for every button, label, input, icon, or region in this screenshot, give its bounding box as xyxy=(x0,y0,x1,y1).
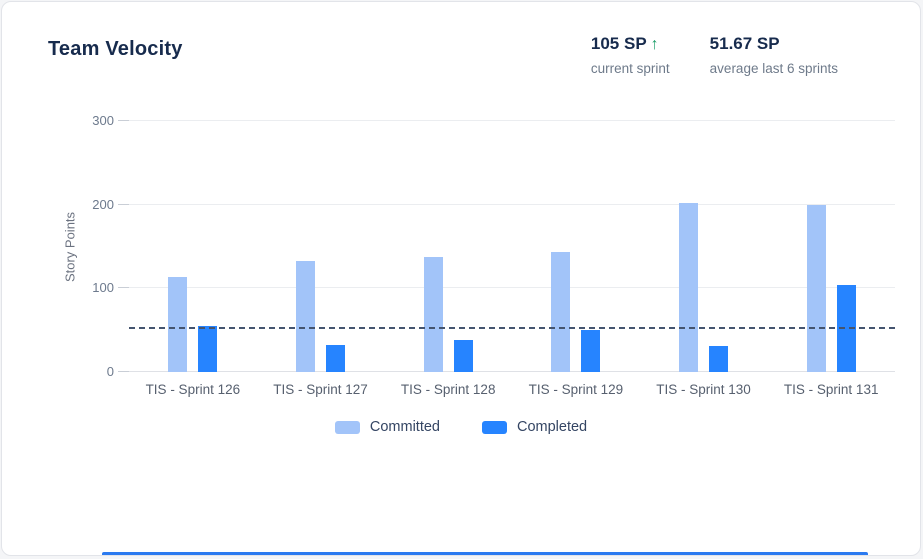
average-sprints-stat: 51.67 SP average last 6 sprints xyxy=(710,34,838,76)
legend-label: Committed xyxy=(369,419,440,435)
y-tick-mark xyxy=(118,203,129,205)
average-sp: 51.67 SP xyxy=(709,34,780,53)
x-axis-label: TIS - Sprint 130 xyxy=(656,382,751,397)
bar-completed[interactable] xyxy=(198,325,218,372)
legend-label: Completed xyxy=(516,419,588,435)
bar-completed[interactable] xyxy=(453,340,473,372)
bottom-element-edge xyxy=(102,552,868,555)
bar-committed[interactable] xyxy=(296,260,315,372)
bar-completed[interactable] xyxy=(709,346,729,372)
bar-group xyxy=(512,121,640,372)
legend-item-completed[interactable]: Completed xyxy=(481,419,588,435)
average-sprints-value: 51.67 SP xyxy=(710,34,838,54)
y-tick-label: 200 xyxy=(92,196,114,212)
y-tick-mark xyxy=(118,287,129,289)
bar-group xyxy=(640,121,768,372)
current-sprint-sp: 105 SP xyxy=(590,34,647,53)
x-axis-label: TIS - Sprint 129 xyxy=(528,382,624,397)
x-axis-label: TIS - Sprint 131 xyxy=(783,382,879,397)
average-sprints-label: average last 6 sprints xyxy=(709,61,838,76)
y-tick-label: 0 xyxy=(106,364,114,379)
trend-up-arrow-icon: ↑ xyxy=(650,36,659,53)
current-sprint-value: 105 SP ↑ xyxy=(591,34,670,54)
gridline xyxy=(129,203,895,205)
average-dashed-line xyxy=(129,326,895,329)
x-axis-label: TIS - Sprint 126 xyxy=(145,382,241,397)
legend-item-committed[interactable]: Committed xyxy=(334,419,440,435)
current-sprint-label: current sprint xyxy=(590,61,670,76)
bar-group xyxy=(257,121,385,372)
velocity-stats: 105 SP ↑ current sprint 51.67 SP average… xyxy=(591,34,838,76)
bar-committed[interactable] xyxy=(551,251,571,372)
legend-swatch xyxy=(334,420,360,434)
x-axis-label: TIS - Sprint 127 xyxy=(273,382,368,397)
x-axis-label: TIS - Sprint 128 xyxy=(400,382,496,397)
bar-committed[interactable] xyxy=(806,204,826,372)
current-sprint-stat: 105 SP ↑ current sprint xyxy=(591,34,670,76)
y-axis-title: Story Points xyxy=(62,211,78,283)
y-tick-mark xyxy=(118,120,129,121)
legend-swatch xyxy=(481,420,507,434)
y-tick-mark xyxy=(118,371,129,372)
page-title: Team Velocity xyxy=(48,38,183,60)
bar-group xyxy=(384,121,512,372)
bar-group xyxy=(767,121,895,372)
bar-completed[interactable] xyxy=(326,345,345,372)
y-tick-label: 100 xyxy=(92,280,114,296)
velocity-bar-chart xyxy=(118,120,895,372)
bar-committed[interactable] xyxy=(168,276,188,372)
gridline xyxy=(129,120,895,121)
y-axis-tick-labels: 0 100 200 300 xyxy=(80,113,114,379)
gridline xyxy=(129,371,895,372)
chart-legend: Committed Completed xyxy=(2,419,920,435)
bar-group xyxy=(129,121,257,372)
y-tick-label: 300 xyxy=(92,113,114,128)
bar-groups xyxy=(129,121,895,372)
x-axis-labels: TIS - Sprint 126 TIS - Sprint 127 TIS - Sp… xyxy=(129,382,895,397)
bar-committed[interactable] xyxy=(423,256,443,372)
gridline xyxy=(129,287,895,289)
bar-committed[interactable] xyxy=(679,203,699,372)
bar-completed[interactable] xyxy=(581,330,601,372)
